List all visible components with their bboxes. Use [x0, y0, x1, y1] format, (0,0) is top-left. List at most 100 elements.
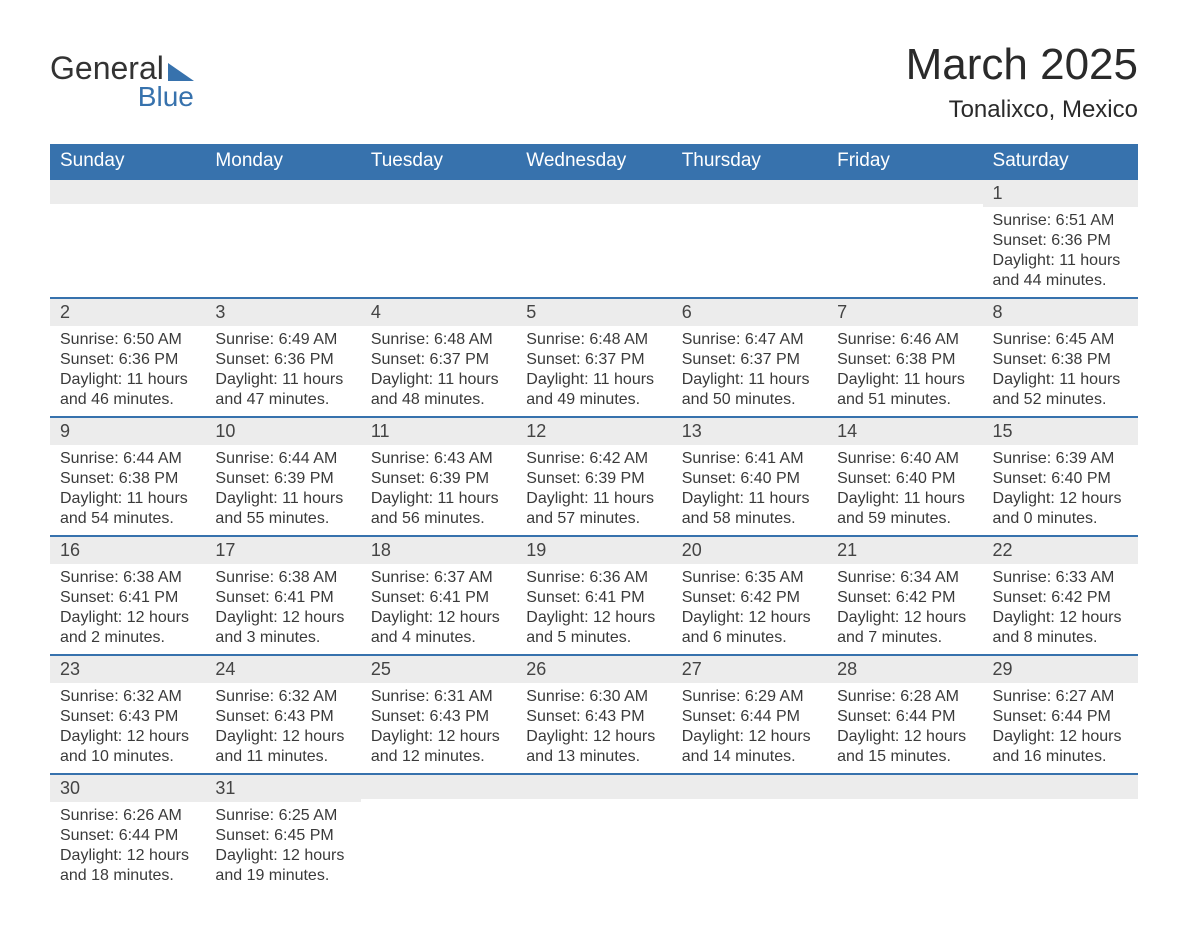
day-details: Sunrise: 6:39 AMSunset: 6:40 PMDaylight:…: [983, 445, 1138, 535]
weekday-header-row: Sunday Monday Tuesday Wednesday Thursday…: [50, 144, 1138, 179]
day-details: Sunrise: 6:34 AMSunset: 6:42 PMDaylight:…: [827, 564, 982, 654]
calendar-day-cell: 7Sunrise: 6:46 AMSunset: 6:38 PMDaylight…: [827, 298, 982, 417]
calendar-day-cell: [827, 179, 982, 298]
calendar-day-cell: 10Sunrise: 6:44 AMSunset: 6:39 PMDayligh…: [205, 417, 360, 536]
day-number: 9: [50, 418, 205, 445]
day-details: Sunrise: 6:42 AMSunset: 6:39 PMDaylight:…: [516, 445, 671, 535]
sunset-text: Sunset: 6:44 PM: [682, 707, 817, 727]
sunrise-text: Sunrise: 6:38 AM: [60, 568, 195, 588]
title-block: March 2025 Tonalixco, Mexico: [906, 40, 1138, 124]
sunset-text: Sunset: 6:41 PM: [215, 588, 350, 608]
calendar-day-cell: 21Sunrise: 6:34 AMSunset: 6:42 PMDayligh…: [827, 536, 982, 655]
day-number: 26: [516, 656, 671, 683]
sunrise-text: Sunrise: 6:42 AM: [526, 449, 661, 469]
calendar-day-cell: [361, 774, 516, 892]
daylight-text: Daylight: 12 hours and 10 minutes.: [60, 727, 195, 767]
day-number: [827, 180, 982, 204]
sunrise-text: Sunrise: 6:48 AM: [371, 330, 506, 350]
sunset-text: Sunset: 6:41 PM: [371, 588, 506, 608]
day-number: 3: [205, 299, 360, 326]
day-number: [50, 180, 205, 204]
calendar-day-cell: 24Sunrise: 6:32 AMSunset: 6:43 PMDayligh…: [205, 655, 360, 774]
daylight-text: Daylight: 12 hours and 13 minutes.: [526, 727, 661, 767]
weekday-header: Sunday: [50, 144, 205, 179]
sunrise-text: Sunrise: 6:36 AM: [526, 568, 661, 588]
day-details: [361, 204, 516, 274]
calendar-day-cell: 4Sunrise: 6:48 AMSunset: 6:37 PMDaylight…: [361, 298, 516, 417]
day-details: Sunrise: 6:41 AMSunset: 6:40 PMDaylight:…: [672, 445, 827, 535]
calendar-week-row: 1Sunrise: 6:51 AMSunset: 6:36 PMDaylight…: [50, 179, 1138, 298]
calendar-day-cell: 26Sunrise: 6:30 AMSunset: 6:43 PMDayligh…: [516, 655, 671, 774]
calendar-table: Sunday Monday Tuesday Wednesday Thursday…: [50, 144, 1138, 892]
weekday-header: Wednesday: [516, 144, 671, 179]
sunrise-text: Sunrise: 6:32 AM: [60, 687, 195, 707]
day-details: Sunrise: 6:29 AMSunset: 6:44 PMDaylight:…: [672, 683, 827, 773]
sunrise-text: Sunrise: 6:28 AM: [837, 687, 972, 707]
daylight-text: Daylight: 12 hours and 8 minutes.: [993, 608, 1128, 648]
day-details: [827, 204, 982, 274]
day-details: Sunrise: 6:38 AMSunset: 6:41 PMDaylight:…: [50, 564, 205, 654]
day-number: 10: [205, 418, 360, 445]
calendar-day-cell: 11Sunrise: 6:43 AMSunset: 6:39 PMDayligh…: [361, 417, 516, 536]
day-number: 7: [827, 299, 982, 326]
sunset-text: Sunset: 6:37 PM: [371, 350, 506, 370]
daylight-text: Daylight: 12 hours and 4 minutes.: [371, 608, 506, 648]
day-details: [672, 799, 827, 869]
day-details: Sunrise: 6:35 AMSunset: 6:42 PMDaylight:…: [672, 564, 827, 654]
sunset-text: Sunset: 6:38 PM: [993, 350, 1128, 370]
day-number: [672, 775, 827, 799]
daylight-text: Daylight: 12 hours and 6 minutes.: [682, 608, 817, 648]
calendar-day-cell: [205, 179, 360, 298]
sunrise-text: Sunrise: 6:48 AM: [526, 330, 661, 350]
sunset-text: Sunset: 6:44 PM: [837, 707, 972, 727]
sunrise-text: Sunrise: 6:40 AM: [837, 449, 972, 469]
calendar-day-cell: 27Sunrise: 6:29 AMSunset: 6:44 PMDayligh…: [672, 655, 827, 774]
day-details: Sunrise: 6:50 AMSunset: 6:36 PMDaylight:…: [50, 326, 205, 416]
calendar-day-cell: 15Sunrise: 6:39 AMSunset: 6:40 PMDayligh…: [983, 417, 1138, 536]
day-details: Sunrise: 6:45 AMSunset: 6:38 PMDaylight:…: [983, 326, 1138, 416]
sunset-text: Sunset: 6:43 PM: [60, 707, 195, 727]
day-number: [516, 775, 671, 799]
calendar-day-cell: 30Sunrise: 6:26 AMSunset: 6:44 PMDayligh…: [50, 774, 205, 892]
calendar-day-cell: 2Sunrise: 6:50 AMSunset: 6:36 PMDaylight…: [50, 298, 205, 417]
day-number: 4: [361, 299, 516, 326]
day-number: 12: [516, 418, 671, 445]
sunrise-text: Sunrise: 6:49 AM: [215, 330, 350, 350]
weekday-header: Tuesday: [361, 144, 516, 179]
daylight-text: Daylight: 11 hours and 52 minutes.: [993, 370, 1128, 410]
calendar-day-cell: 29Sunrise: 6:27 AMSunset: 6:44 PMDayligh…: [983, 655, 1138, 774]
day-number: 11: [361, 418, 516, 445]
day-number: 20: [672, 537, 827, 564]
sunrise-text: Sunrise: 6:33 AM: [993, 568, 1128, 588]
sunset-text: Sunset: 6:43 PM: [371, 707, 506, 727]
daylight-text: Daylight: 12 hours and 12 minutes.: [371, 727, 506, 767]
daylight-text: Daylight: 11 hours and 58 minutes.: [682, 489, 817, 529]
daylight-text: Daylight: 11 hours and 57 minutes.: [526, 489, 661, 529]
day-details: Sunrise: 6:48 AMSunset: 6:37 PMDaylight:…: [361, 326, 516, 416]
day-number: 31: [205, 775, 360, 802]
daylight-text: Daylight: 12 hours and 3 minutes.: [215, 608, 350, 648]
day-number: 13: [672, 418, 827, 445]
sunrise-text: Sunrise: 6:32 AM: [215, 687, 350, 707]
day-number: [361, 775, 516, 799]
day-details: Sunrise: 6:38 AMSunset: 6:41 PMDaylight:…: [205, 564, 360, 654]
day-number: 1: [983, 180, 1138, 207]
day-number: 27: [672, 656, 827, 683]
day-details: Sunrise: 6:48 AMSunset: 6:37 PMDaylight:…: [516, 326, 671, 416]
day-number: 30: [50, 775, 205, 802]
calendar-day-cell: 14Sunrise: 6:40 AMSunset: 6:40 PMDayligh…: [827, 417, 982, 536]
calendar-day-cell: [50, 179, 205, 298]
calendar-week-row: 16Sunrise: 6:38 AMSunset: 6:41 PMDayligh…: [50, 536, 1138, 655]
sunset-text: Sunset: 6:40 PM: [837, 469, 972, 489]
weekday-header: Saturday: [983, 144, 1138, 179]
calendar-day-cell: 25Sunrise: 6:31 AMSunset: 6:43 PMDayligh…: [361, 655, 516, 774]
day-number: 8: [983, 299, 1138, 326]
sunset-text: Sunset: 6:40 PM: [993, 469, 1128, 489]
sunset-text: Sunset: 6:41 PM: [60, 588, 195, 608]
day-number: [983, 775, 1138, 799]
day-details: [827, 799, 982, 869]
sunset-text: Sunset: 6:42 PM: [993, 588, 1128, 608]
page-title: March 2025: [906, 40, 1138, 90]
day-details: [516, 204, 671, 274]
day-number: 25: [361, 656, 516, 683]
